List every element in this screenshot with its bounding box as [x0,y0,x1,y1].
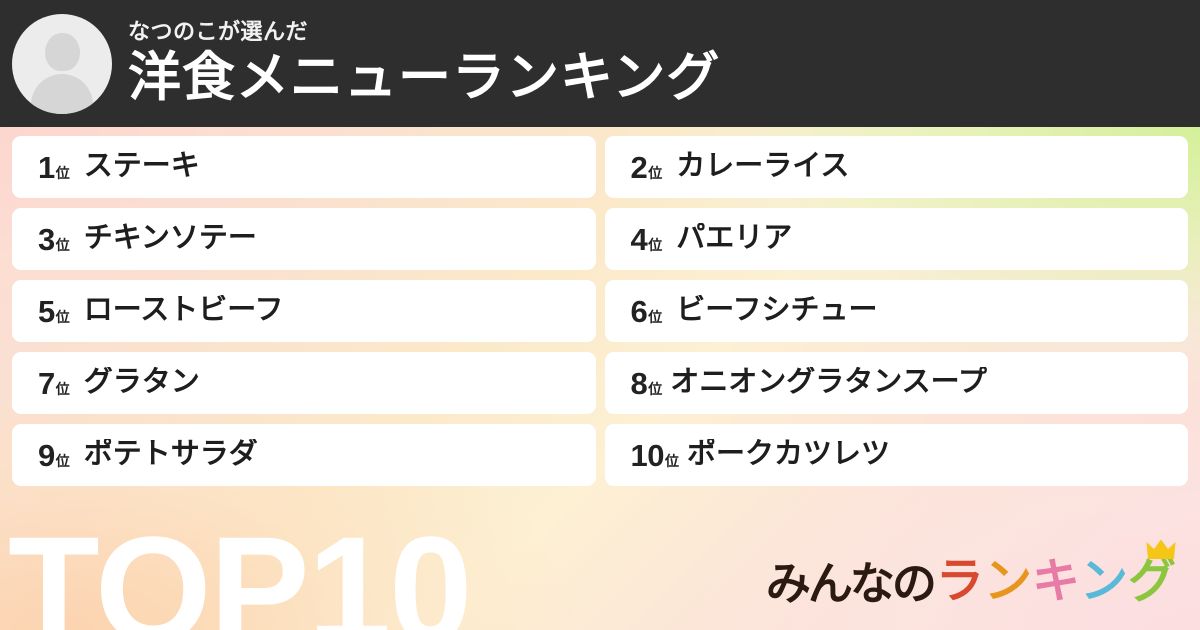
rank-number: 1 [38,149,55,185]
avatar-head-shape [44,32,80,71]
rank-number: 9 [38,437,55,473]
rank-number: 10 [630,437,665,473]
ranking-item-name: パエリア [676,223,793,255]
brand-logo-kana-5-text: グ [1127,555,1176,608]
rank-suffix: 位 [55,380,70,397]
brand-logo-kana-1: ラ [935,555,984,608]
rank-suffix: 位 [55,236,70,253]
brand-logo-jp-text: みんなの [765,558,937,609]
rank-suffix: 位 [648,236,663,253]
avatar-body-shape [31,73,93,114]
crown-icon [1146,539,1176,559]
rank-suffix: 位 [55,452,70,469]
brand-logo-kana-4: ン [1079,555,1128,608]
ranking-item-name: ビーフシチュー [676,295,878,327]
rank-number: 5 [38,293,55,329]
ranking-item-name: ローストビーフ [83,295,284,327]
header: なつのこが選んだ 洋食メニューランキング [0,0,1200,127]
rank-number: 6 [630,293,648,329]
page-title: 洋食メニューランキング [128,47,721,107]
top10-watermark: TOP10 [8,505,472,630]
rank-suffix: 位 [648,308,663,325]
ranking-item-10[interactable]: 10 位 ポークカツレツ [604,424,1188,486]
rank-suffix: 位 [648,380,663,397]
header-subtitle: なつのこが選んだ [128,18,309,44]
rank-number: 8 [630,365,648,401]
rank-number: 4 [630,221,648,257]
rank-label-10: 10 位 [631,440,679,471]
ranking-item-name: ポークカツレツ [686,439,890,471]
ranking-item-name: ステーキ [83,151,200,183]
ranking-item-name: ポテトサラダ [83,439,258,471]
rank-number: 2 [630,149,648,185]
ranking-item-name: オニオングラタンスープ [670,367,987,399]
brand-logo-kana-3: キ [1031,555,1080,608]
ranking-item-name: グラタン [83,367,200,399]
header-text-group: なつのこが選んだ 洋食メニューランキング [128,18,721,108]
brand-logo-kana-5: グ [1127,539,1176,608]
ranking-item-name: チキンソテー [83,223,257,255]
rank-number: 7 [38,365,55,401]
rank-suffix: 位 [648,164,663,181]
ranking-item-name: カレーライス [676,151,850,183]
brand-logo-kana-2: ン [983,555,1032,608]
rank-suffix: 位 [55,308,70,325]
rank-suffix: 位 [55,164,70,181]
rank-suffix: 位 [664,452,679,469]
rank-number: 3 [38,221,55,257]
brand-logo[interactable]: みんなの ラ ン キ ン グ [765,539,1176,609]
user-avatar-icon [12,13,112,114]
